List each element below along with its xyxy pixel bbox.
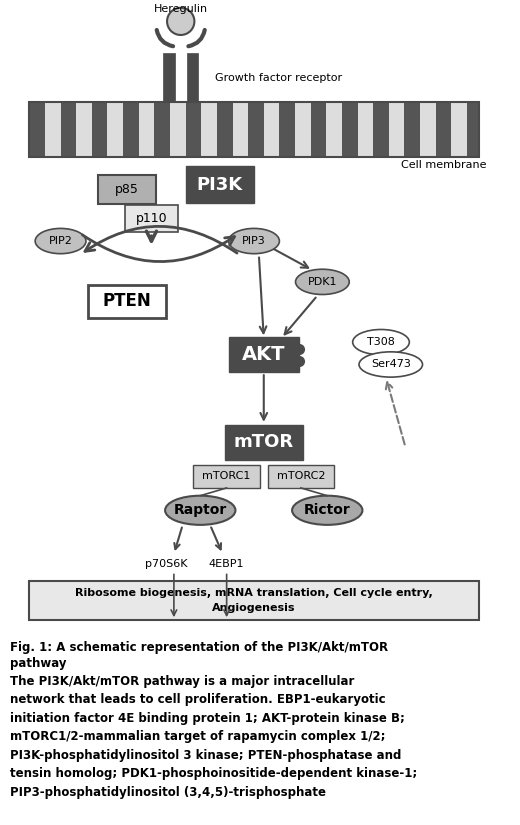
Bar bbox=[201, 102, 217, 158]
Bar bbox=[420, 102, 436, 158]
Bar bbox=[232, 102, 248, 158]
Text: PIP2: PIP2 bbox=[49, 236, 72, 246]
FancyBboxPatch shape bbox=[88, 285, 166, 318]
Bar bbox=[373, 102, 389, 158]
Text: Ser473: Ser473 bbox=[371, 360, 411, 370]
Bar bbox=[279, 102, 295, 158]
Ellipse shape bbox=[35, 229, 86, 253]
FancyBboxPatch shape bbox=[225, 425, 303, 460]
Bar bbox=[326, 102, 342, 158]
Bar bbox=[436, 102, 451, 158]
Text: Raptor: Raptor bbox=[174, 503, 227, 517]
Bar bbox=[467, 102, 479, 158]
Bar bbox=[358, 102, 373, 158]
Bar bbox=[451, 102, 467, 158]
Text: Rictor: Rictor bbox=[304, 503, 350, 517]
Ellipse shape bbox=[353, 329, 409, 355]
Text: pathway: pathway bbox=[10, 657, 66, 670]
Bar bbox=[310, 102, 326, 158]
Bar bbox=[154, 102, 170, 158]
Bar bbox=[186, 102, 201, 158]
Text: PI3K: PI3K bbox=[197, 176, 243, 194]
Bar bbox=[29, 102, 45, 158]
Text: The PI3K/Akt/mTOR pathway is a major intracellular
network that leads to cell pr: The PI3K/Akt/mTOR pathway is a major int… bbox=[10, 675, 417, 799]
Text: mTORC1: mTORC1 bbox=[202, 471, 251, 481]
FancyBboxPatch shape bbox=[98, 175, 157, 204]
Ellipse shape bbox=[359, 351, 423, 377]
Bar bbox=[248, 102, 264, 158]
Text: Heregulin: Heregulin bbox=[154, 4, 208, 14]
Bar bbox=[29, 582, 479, 620]
Text: Angiogenesis: Angiogenesis bbox=[212, 603, 296, 614]
Text: PIP3: PIP3 bbox=[242, 236, 266, 246]
Text: mTOR: mTOR bbox=[233, 433, 294, 451]
Bar bbox=[29, 102, 479, 158]
Text: 4EBP1: 4EBP1 bbox=[209, 559, 244, 569]
Text: PTEN: PTEN bbox=[102, 292, 151, 310]
Bar bbox=[217, 102, 232, 158]
Circle shape bbox=[167, 7, 194, 35]
Bar bbox=[123, 102, 139, 158]
Bar bbox=[108, 102, 123, 158]
Text: p110: p110 bbox=[136, 212, 167, 225]
Text: Cell membrane: Cell membrane bbox=[401, 160, 487, 171]
Text: mTORC2: mTORC2 bbox=[277, 471, 325, 481]
FancyBboxPatch shape bbox=[193, 464, 260, 488]
Ellipse shape bbox=[165, 496, 236, 525]
Text: Growth factor receptor: Growth factor receptor bbox=[215, 73, 342, 82]
Text: Ribosome biogenesis, mRNA translation, Cell cycle entry,: Ribosome biogenesis, mRNA translation, C… bbox=[75, 588, 433, 598]
Text: AKT: AKT bbox=[242, 346, 285, 365]
FancyBboxPatch shape bbox=[268, 464, 334, 488]
Text: p85: p85 bbox=[115, 183, 139, 196]
Ellipse shape bbox=[229, 229, 279, 253]
Bar bbox=[60, 102, 76, 158]
Text: PDK1: PDK1 bbox=[308, 277, 337, 287]
FancyBboxPatch shape bbox=[229, 337, 299, 372]
Bar bbox=[139, 102, 154, 158]
Text: T308: T308 bbox=[367, 337, 395, 347]
Bar bbox=[45, 102, 60, 158]
Bar bbox=[295, 102, 310, 158]
FancyBboxPatch shape bbox=[186, 166, 254, 203]
Text: Fig. 1: A schematic representation of the PI3K/Akt/mTOR: Fig. 1: A schematic representation of th… bbox=[10, 642, 388, 654]
Ellipse shape bbox=[295, 269, 349, 295]
FancyBboxPatch shape bbox=[125, 205, 178, 233]
Bar bbox=[170, 102, 186, 158]
Bar bbox=[163, 54, 175, 102]
Bar bbox=[187, 54, 198, 102]
Bar bbox=[264, 102, 279, 158]
Bar bbox=[405, 102, 420, 158]
Bar bbox=[389, 102, 405, 158]
Bar bbox=[342, 102, 358, 158]
Bar bbox=[76, 102, 92, 158]
Text: p70S6K: p70S6K bbox=[145, 559, 187, 569]
Ellipse shape bbox=[292, 496, 362, 525]
Bar bbox=[92, 102, 108, 158]
